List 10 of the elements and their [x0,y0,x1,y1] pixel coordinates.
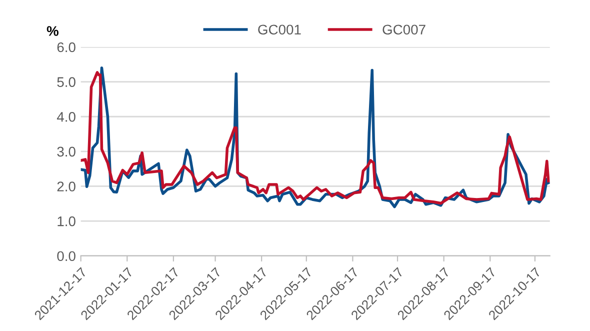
legend-label: GC007 [382,24,426,35]
y-tick-label: 2.0 [57,182,76,192]
y-tick-label: 0.0 [57,251,76,262]
y-tick-label: 3.0 [57,146,76,157]
legend-label: GC001 [258,24,301,35]
y-tick-label: 5.0 [57,77,76,87]
y-tick-label: 6.0 [57,42,76,52]
y-tick-label: 4.0 [56,112,76,122]
y-axis-title: % [46,26,58,36]
y-tick-label: 1.0 [58,216,76,226]
